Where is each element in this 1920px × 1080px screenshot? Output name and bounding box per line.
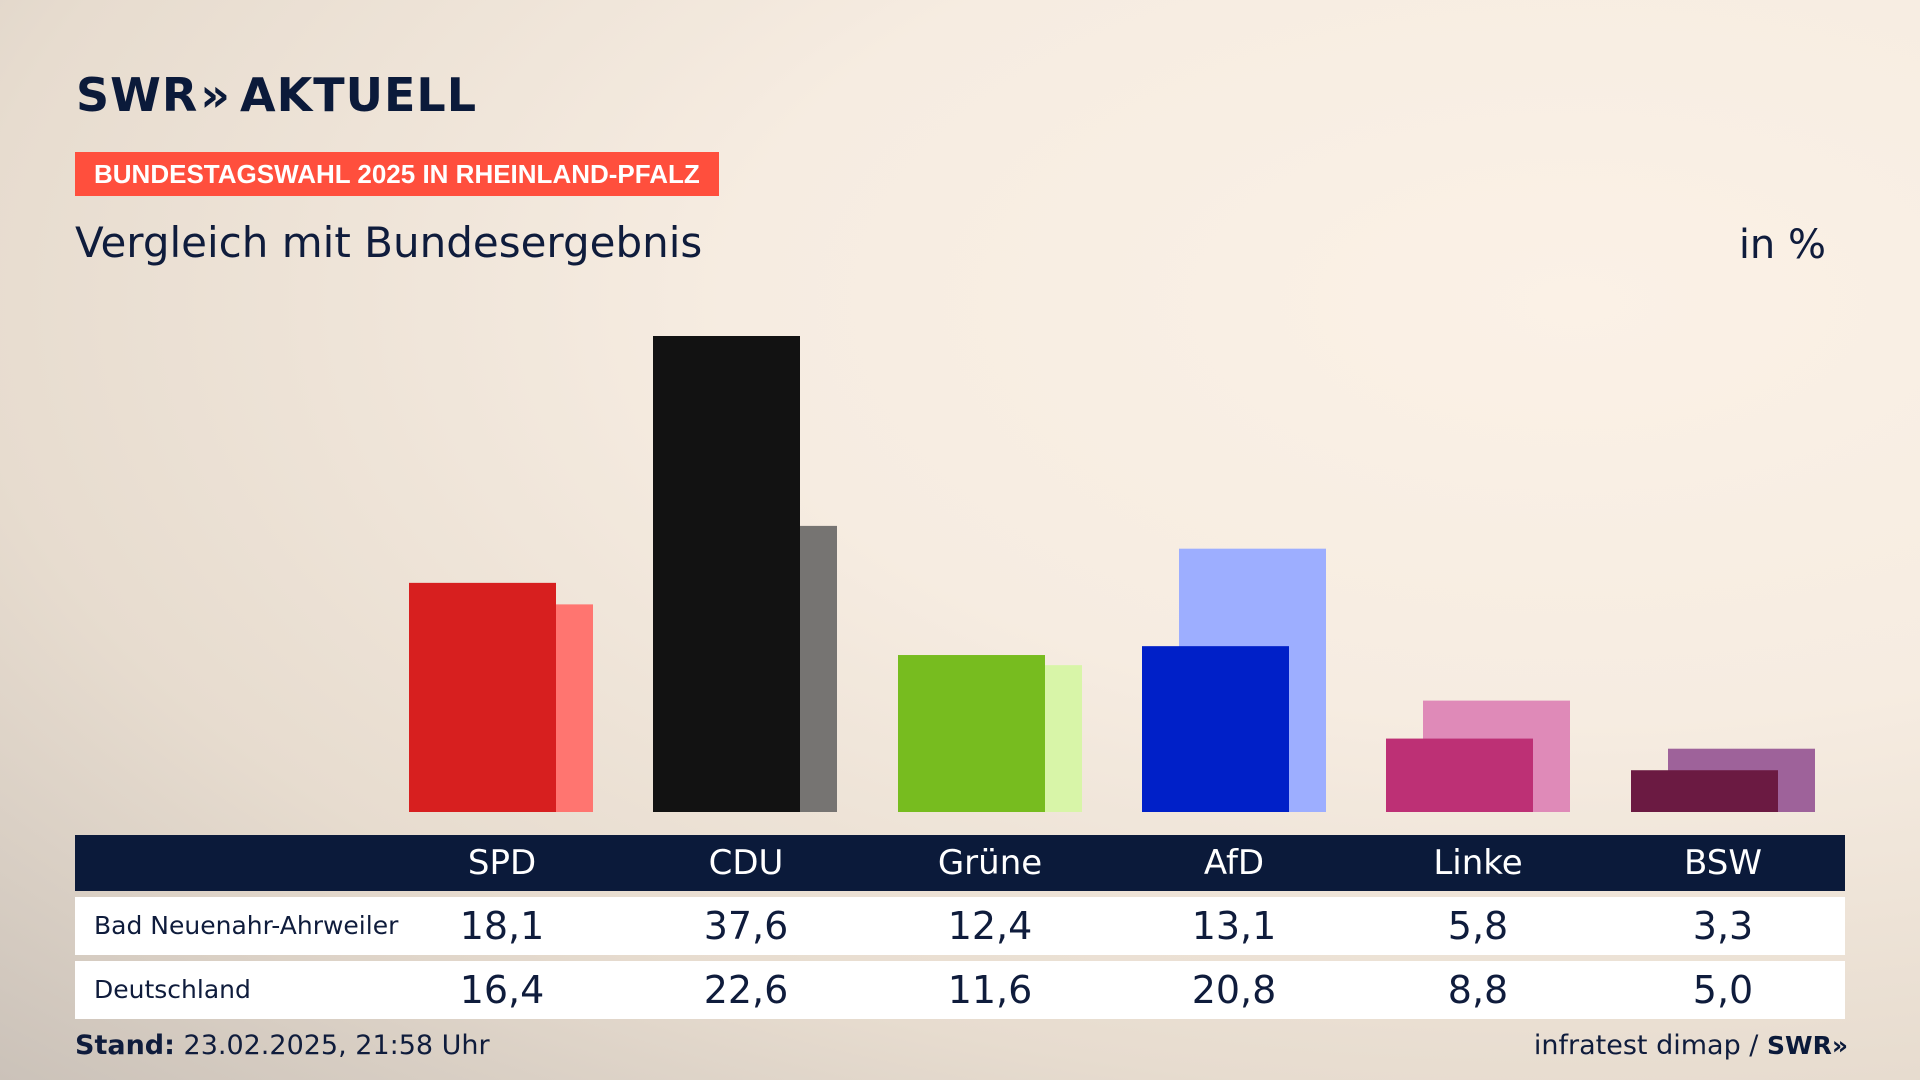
bar-gr-ne-bad-neuenahr-ahrweiler bbox=[898, 655, 1045, 812]
source-text: infratest dimap / bbox=[1533, 1030, 1759, 1061]
value-cell: 13,1 bbox=[1191, 904, 1277, 948]
chart-title: Vergleich mit Bundesergebnis bbox=[75, 218, 703, 267]
bar-spd-bad-neuenahr-ahrweiler bbox=[409, 582, 556, 812]
header-afd: AfD bbox=[1203, 843, 1265, 883]
bar-afd-bad-neuenahr-ahrweiler bbox=[1142, 646, 1289, 812]
results-table: SPD CDU Grüne AfD Linke BSW Bad Neuenahr-Ahrw… bbox=[75, 835, 1845, 1019]
bar-bsw-bad-neuenahr-ahrweiler bbox=[1631, 770, 1778, 812]
logo-swr: SWR bbox=[76, 68, 199, 122]
swr-aktuell-logo: SWR» AKTUELL bbox=[76, 68, 477, 122]
value-cell: 3,3 bbox=[1692, 904, 1754, 948]
timestamp: Stand: 23.02.2025, 21:58 Uhr bbox=[75, 1030, 490, 1061]
header-spd: SPD bbox=[467, 843, 537, 883]
bar-chart bbox=[409, 336, 1815, 812]
header-gr-ne: Grüne bbox=[937, 843, 1043, 883]
logo-aktuell: AKTUELL bbox=[240, 68, 478, 122]
header-bsw: BSW bbox=[1684, 843, 1762, 883]
value-cell: 20,8 bbox=[1191, 968, 1277, 1012]
table-header: SPD CDU Grüne AfD Linke BSW bbox=[75, 835, 1845, 891]
source-swr-logo: SWR» bbox=[1767, 1031, 1848, 1060]
source-swr-name: SWR bbox=[1767, 1031, 1832, 1060]
value-cell: 22,6 bbox=[703, 968, 789, 1012]
value-cell: 12,4 bbox=[947, 904, 1033, 948]
value-cell: 8,8 bbox=[1447, 968, 1509, 1012]
row-label: Deutschland bbox=[94, 975, 251, 1004]
header-linke: Linke bbox=[1433, 843, 1523, 883]
value-cell: 37,6 bbox=[703, 904, 789, 948]
stand-value: 23.02.2025, 21:58 Uhr bbox=[183, 1030, 490, 1061]
header-cdu: CDU bbox=[708, 843, 784, 883]
value-cell: 16,4 bbox=[459, 968, 545, 1012]
source-credit: infratest dimap / SWR» bbox=[1533, 1030, 1848, 1061]
value-cell: 5,0 bbox=[1692, 968, 1754, 1012]
value-cell: 18,1 bbox=[459, 904, 545, 948]
row-label: Bad Neuenahr-Ahrweiler bbox=[94, 911, 399, 940]
unit-label: in % bbox=[1738, 222, 1826, 268]
table-row-deutschland: Deutschland 16,4 22,6 11,6 20,8 8,8 5,0 bbox=[75, 961, 1845, 1019]
election-badge: BUNDESTAGSWAHL 2025 IN RHEINLAND-PFALZ bbox=[75, 152, 719, 196]
source-chevrons-icon: » bbox=[1831, 1031, 1848, 1060]
value-cell: 5,8 bbox=[1447, 904, 1509, 948]
bar-linke-bad-neuenahr-ahrweiler bbox=[1386, 738, 1533, 812]
value-cell: 11,6 bbox=[947, 968, 1033, 1012]
table-row-bad-neuenahr-ahrweiler: Bad Neuenahr-Ahrweiler 18,1 37,6 12,4 13,1 5… bbox=[75, 897, 1845, 955]
bar-cdu-bad-neuenahr-ahrweiler bbox=[653, 336, 800, 812]
stand-label: Stand: bbox=[75, 1030, 175, 1061]
